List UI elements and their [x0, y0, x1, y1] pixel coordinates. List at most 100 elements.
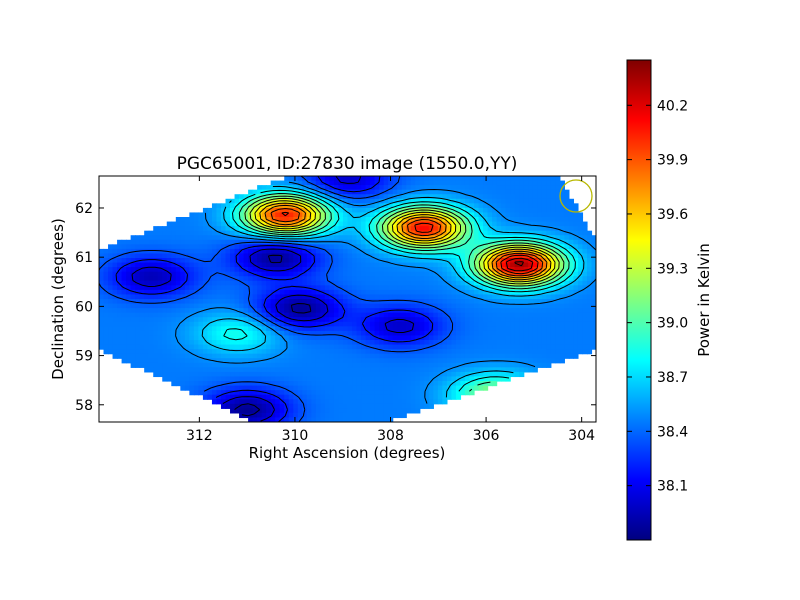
heatmap-cell: [546, 308, 552, 314]
heatmap-cell: [288, 412, 294, 419]
heatmap-cell: [510, 271, 516, 277]
heatmap-cell: [144, 230, 150, 236]
heatmap-cell: [392, 308, 398, 314]
heatmap-cell: [415, 189, 421, 195]
heatmap-cell: [455, 335, 462, 341]
heatmap-cell: [257, 349, 263, 355]
heatmap-cell: [284, 230, 290, 236]
heatmap-cell: [121, 239, 127, 245]
heatmap-cell: [257, 321, 263, 327]
heatmap-cell: [121, 262, 127, 268]
heatmap-cell: [577, 299, 584, 305]
heatmap-cell: [157, 276, 163, 282]
heatmap-cell: [166, 312, 172, 318]
heatmap-cell: [541, 198, 547, 204]
heatmap-cell: [171, 226, 177, 232]
heatmap-cell: [324, 367, 331, 373]
heatmap-cell: [248, 248, 254, 255]
heatmap-cell: [184, 349, 190, 355]
heatmap-cell: [501, 276, 507, 282]
heatmap-cell: [266, 312, 272, 318]
heatmap-cell: [523, 258, 529, 264]
heatmap-cell: [275, 403, 281, 409]
heatmap-cell: [356, 376, 362, 382]
heatmap-cell: [510, 194, 516, 200]
heatmap-cell: [550, 226, 556, 232]
heatmap-cell: [410, 221, 416, 227]
heatmap-cell: [505, 248, 511, 255]
heatmap-cell: [433, 194, 439, 200]
heatmap-cell: [383, 385, 389, 391]
heatmap-cell: [193, 335, 199, 341]
heatmap-cell: [424, 303, 430, 309]
heatmap-cell: [225, 258, 231, 264]
heatmap-cell: [234, 403, 240, 409]
heatmap-cell: [216, 353, 222, 359]
heatmap-cell: [528, 189, 534, 195]
heatmap-cell: [510, 294, 516, 300]
heatmap-cell: [555, 221, 561, 227]
heatmap-cell: [356, 217, 362, 223]
heatmap-cell: [591, 294, 596, 300]
heatmap-cell: [311, 381, 317, 387]
heatmap-cell: [184, 226, 190, 232]
heatmap-cell: [230, 367, 236, 373]
heatmap-cell: [320, 330, 326, 337]
heatmap-cell: [306, 412, 312, 419]
heatmap-cell: [121, 358, 127, 364]
heatmap-cell: [379, 353, 385, 359]
heatmap-cell: [342, 362, 349, 368]
heatmap-cell: [406, 248, 412, 255]
heatmap-cell: [320, 258, 326, 264]
heatmap-cell: [216, 376, 222, 382]
heatmap-cell: [216, 385, 222, 391]
heatmap-cell: [311, 185, 317, 191]
heatmap-cell: [519, 189, 525, 195]
heatmap-cell: [279, 390, 285, 396]
heatmap-cell: [397, 217, 403, 223]
heatmap-cell: [487, 330, 493, 337]
heatmap-cell: [388, 207, 394, 214]
heatmap-cell: [365, 417, 371, 422]
heatmap-cell: [288, 308, 294, 314]
heatmap-cell: [356, 349, 362, 355]
heatmap-cell: [230, 362, 236, 368]
heatmap-cell: [446, 376, 453, 382]
heatmap-cell: [103, 299, 109, 305]
heatmap-cell: [555, 326, 561, 332]
heatmap-cell: [252, 312, 258, 318]
heatmap-cell: [243, 271, 249, 277]
heatmap-cell: [112, 335, 118, 341]
heatmap-cell: [279, 326, 285, 332]
heatmap-cell: [577, 326, 584, 332]
heatmap-cell: [207, 362, 213, 368]
heatmap-cell: [397, 285, 403, 291]
heatmap-cell: [175, 253, 181, 259]
heatmap-cell: [189, 367, 195, 373]
heatmap-cell: [474, 340, 480, 346]
heatmap-cell: [279, 376, 285, 382]
heatmap-cell: [419, 180, 425, 186]
heatmap-cell: [216, 239, 222, 245]
heatmap-cell: [306, 212, 312, 218]
heatmap-cell: [293, 349, 299, 355]
heatmap-cell: [333, 385, 340, 391]
heatmap-cell: [180, 317, 186, 323]
heatmap-cell: [415, 367, 421, 373]
heatmap-cell: [338, 280, 344, 286]
heatmap-cell: [365, 217, 371, 223]
heatmap-cell: [270, 267, 276, 273]
heatmap-cell: [528, 221, 534, 227]
heatmap-cell: [338, 221, 344, 227]
heatmap-cell: [243, 294, 249, 300]
heatmap-cell: [157, 248, 163, 255]
heatmap-cell: [175, 381, 181, 387]
heatmap-cell: [284, 381, 290, 387]
heatmap-cell: [108, 276, 114, 282]
heatmap-cell: [352, 271, 358, 277]
heatmap-cell: [121, 267, 127, 273]
heatmap-cell: [379, 217, 385, 223]
heatmap-cell: [379, 276, 385, 282]
heatmap-cell: [153, 280, 159, 286]
heatmap-cell: [379, 330, 385, 337]
